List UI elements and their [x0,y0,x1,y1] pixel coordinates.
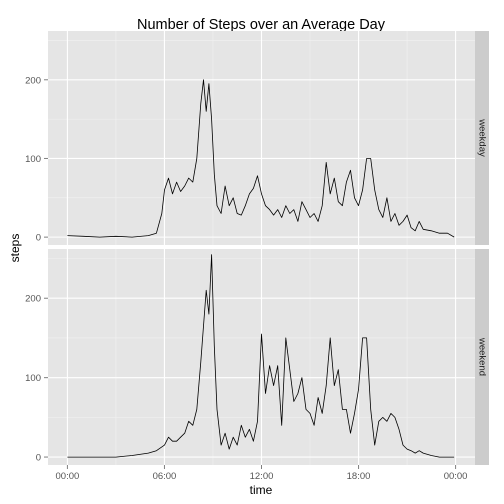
y-axis-bottom: 0 100 200 [25,294,48,464]
facet-label-weekday: weekday [477,118,488,157]
x-tick-label: 06:00 [153,471,177,482]
series-group [67,254,455,458]
x-tick-label: 00:00 [444,471,468,482]
x-tick-label: 12:00 [250,471,274,482]
x-axis-title: time [250,483,273,497]
y-tick-label: 200 [25,75,41,86]
y-axis-title: steps [8,234,22,263]
y-tick-label: 0 [36,453,41,464]
series-line-weekend [67,254,455,458]
y-tick-label: 100 [25,373,41,384]
gridlines [48,31,475,245]
facet-label-weekend: weekend [477,337,488,376]
x-tick-label: 00:00 [56,471,80,482]
y-tick-label: 100 [25,154,41,165]
panel-weekend: weekend 0 100 200 [25,249,489,465]
chart-title: Number of Steps over an Average Day [137,17,386,33]
series-line-weekday [67,79,455,238]
facet-strip [475,249,489,465]
y-tick-label: 0 [36,233,41,244]
panel-weekday: weekday 0 100 200 [25,31,489,245]
series-group [67,79,455,238]
y-axis-top: 0 100 200 [25,75,48,244]
x-axis: 00:00 06:00 12:00 18:00 00:00 [56,465,468,482]
x-tick-label: 18:00 [347,471,371,482]
y-tick-label: 200 [25,294,41,305]
facet-strip [475,31,489,245]
